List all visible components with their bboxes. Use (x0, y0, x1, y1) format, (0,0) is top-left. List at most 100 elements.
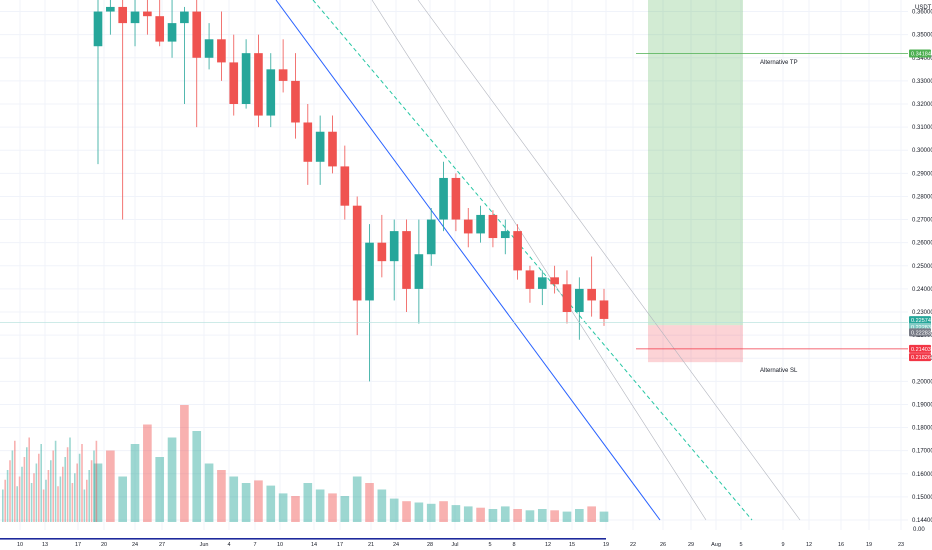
volume-bar (26, 447, 28, 522)
y-tick-label: 0.19000 (912, 402, 932, 408)
alternative-tp-label: Alternative TP (760, 60, 798, 66)
volume-bar (4, 479, 6, 522)
position-zones (648, 0, 743, 363)
volume-bar (88, 470, 90, 522)
volume-bar (93, 463, 103, 522)
tp-price-tag-text: 0.34184 (911, 52, 931, 58)
volume-bar (414, 502, 424, 522)
candle-body (118, 6, 128, 24)
volume-bar (525, 510, 535, 522)
currency-label: USDT (915, 5, 932, 11)
current-price-b-tag-text: 0.22283 (911, 325, 931, 331)
trend-channel-lines (275, 0, 801, 521)
volume-bar (451, 505, 461, 522)
candle-body (476, 214, 485, 234)
channel-line-upper-a[interactable] (371, 0, 707, 521)
sl-price-tag (909, 344, 931, 353)
volume-bar (11, 450, 14, 522)
alternative-sl-label: Alternative SL (760, 368, 798, 374)
candle-body (451, 177, 461, 220)
candle-body (204, 39, 214, 58)
volume-bar (340, 496, 350, 522)
y-tick-label: 0.31000 (912, 125, 932, 131)
timescale-strip (0, 538, 606, 540)
candle-body (550, 277, 559, 285)
volume-bar (389, 498, 399, 522)
volume-bar (83, 489, 86, 522)
volume-bar (254, 480, 263, 522)
volume-bar (33, 473, 35, 522)
time-axis[interactable]: 10 13 17 20 24 27 Jun 4 7 10 14 17 21 24 28 Jul 5 8 12 15 19… (0, 538, 904, 548)
volume-bar (266, 485, 276, 522)
price-axis[interactable]: 0.36000 0.35000 0.34000 0.33000 0.32000 0.310… (909, 10, 932, 524)
candle-body (426, 219, 436, 255)
candle-body (513, 231, 522, 271)
candle-body (365, 242, 374, 301)
x-tick-label: 20 (101, 542, 107, 548)
x-tick-label: Jul (451, 542, 458, 548)
volume-bar (426, 503, 436, 522)
current-price-a-tag (909, 316, 931, 325)
candle-body (389, 231, 399, 262)
volume-bar (599, 511, 609, 522)
y-tick-label: 0.17000 (912, 449, 932, 455)
volume-bar (229, 476, 239, 522)
candle-body (463, 219, 473, 234)
x-tick-label: 13 (42, 542, 48, 548)
volume-bar (23, 457, 26, 522)
candle-body (241, 53, 251, 104)
volume-bar (365, 483, 374, 522)
channel-line-mid-dashed[interactable] (312, 0, 753, 521)
candle-body (587, 288, 596, 301)
candle-body (352, 205, 362, 301)
volume-bar (550, 510, 559, 522)
candle-body (303, 122, 313, 162)
volume-bar (167, 437, 177, 522)
volume-bar (30, 483, 33, 522)
volume-bar (66, 447, 69, 522)
volume-bar (38, 453, 40, 522)
candle-body (439, 177, 448, 220)
low-price-tag-text: 0.21826 (911, 355, 931, 361)
x-tick-label: 22 (630, 542, 636, 548)
candle-body (254, 53, 263, 116)
x-tick-label: 4 (227, 542, 230, 548)
sl-price-tag-text: 0.21403 (911, 347, 931, 353)
volume-bar (78, 453, 81, 522)
channel-line-support[interactable] (275, 0, 661, 521)
x-tick-label: 17 (75, 542, 81, 548)
volume-bar (62, 466, 64, 522)
volume-axis-label: 0.00 (913, 527, 925, 533)
volume-bar (217, 470, 226, 522)
volume-bar (106, 450, 115, 522)
take-profit-zone[interactable] (648, 0, 743, 326)
y-tick-label: 0.26000 (912, 241, 932, 247)
volume-bar (315, 489, 325, 522)
y-tick-label: 0.28000 (912, 194, 932, 200)
candle-body (291, 80, 300, 123)
volume-bar (587, 506, 596, 522)
x-tick-label: 16 (838, 542, 844, 548)
y-tick-label: 0.34000 (912, 56, 932, 62)
volume-bar (402, 501, 411, 522)
volume-bar (328, 493, 337, 522)
x-tick-label: 5 (488, 542, 491, 548)
x-tick-label: 9 (781, 542, 784, 548)
volume-bar (476, 507, 485, 522)
volume-bar (35, 463, 38, 522)
volume-bar (57, 486, 59, 522)
volume-bar (71, 483, 74, 522)
candle-body (525, 270, 535, 289)
x-tick-label: 19 (603, 542, 609, 548)
x-tick-label: 21 (368, 542, 374, 548)
x-tick-label: 5 (739, 542, 742, 548)
volume-bar (45, 479, 47, 522)
volume-bar (118, 476, 128, 522)
candle-body (143, 11, 152, 17)
channel-line-upper-b[interactable] (417, 0, 801, 521)
stop-loss-zone[interactable] (648, 325, 743, 363)
candle-body (155, 16, 165, 42)
candle-body (278, 69, 288, 81)
volume-bar (278, 493, 288, 522)
